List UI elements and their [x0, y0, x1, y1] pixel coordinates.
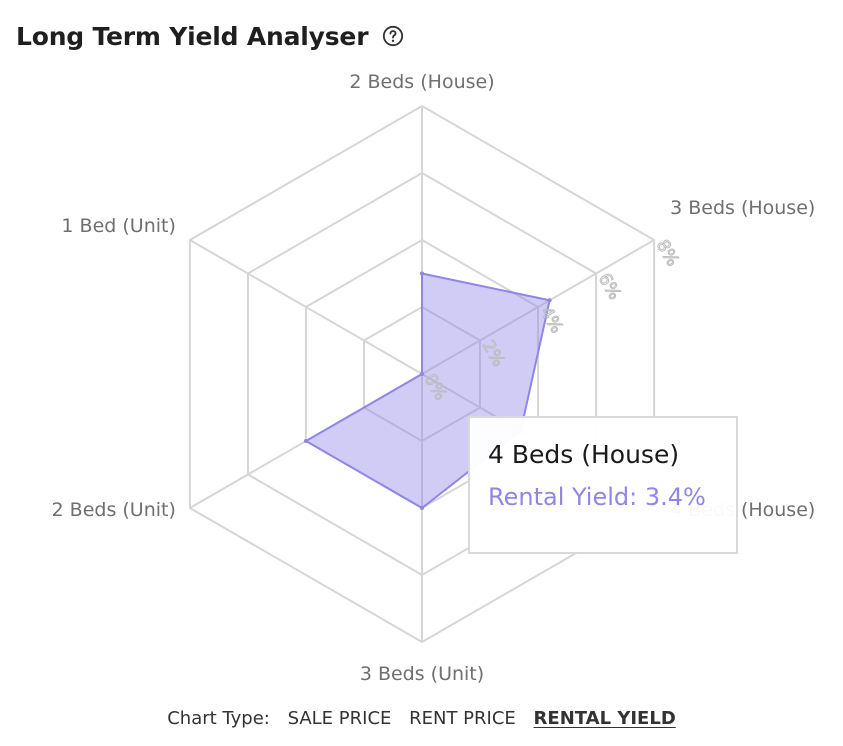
axis-label-3: 3 Beds (Unit) [360, 663, 484, 685]
header: Long Term Yield Analyser [16, 18, 404, 54]
axis-label-1: 3 Beds (House) [670, 197, 815, 219]
chart-type-sale-price[interactable]: SALE PRICE [287, 708, 392, 729]
tooltip-title: 4 Beds (House) [488, 440, 680, 469]
chart-type-label: Chart Type: [167, 708, 270, 729]
tooltip-value: Rental Yield: 3.4% [488, 483, 706, 511]
axis-label-5: 1 Bed (Unit) [61, 215, 175, 237]
chart-tooltip: 4 Beds (House) Rental Yield: 3.4% [468, 416, 738, 554]
axis-label-4: 2 Beds (Unit) [52, 499, 176, 521]
chart-type-selector: Chart Type: SALE PRICE RENT PRICE RENTAL… [0, 708, 843, 729]
axis-spoke-5 [189, 239, 423, 375]
series-point-3 [420, 506, 424, 510]
tick-label-4: 8% [652, 237, 683, 270]
series-point-5 [420, 372, 424, 376]
radar-chart: 0%2%4%6%8%2 Beds (House)3 Beds (House)4 … [52, 71, 816, 685]
chart-type-rental-yield[interactable]: RENTAL YIELD [533, 708, 676, 729]
tick-label-3: 6% [594, 270, 625, 303]
axis-spoke-1 [421, 239, 655, 375]
question-circle-icon[interactable] [382, 25, 404, 47]
series-point-0 [420, 271, 424, 276]
series-point-4 [303, 439, 308, 443]
page-title: Long Term Yield Analyser [16, 21, 369, 51]
chart-type-rent-price[interactable]: RENT PRICE [409, 708, 516, 729]
axis-label-0: 2 Beds (House) [349, 71, 494, 93]
series-point-1 [547, 298, 552, 303]
